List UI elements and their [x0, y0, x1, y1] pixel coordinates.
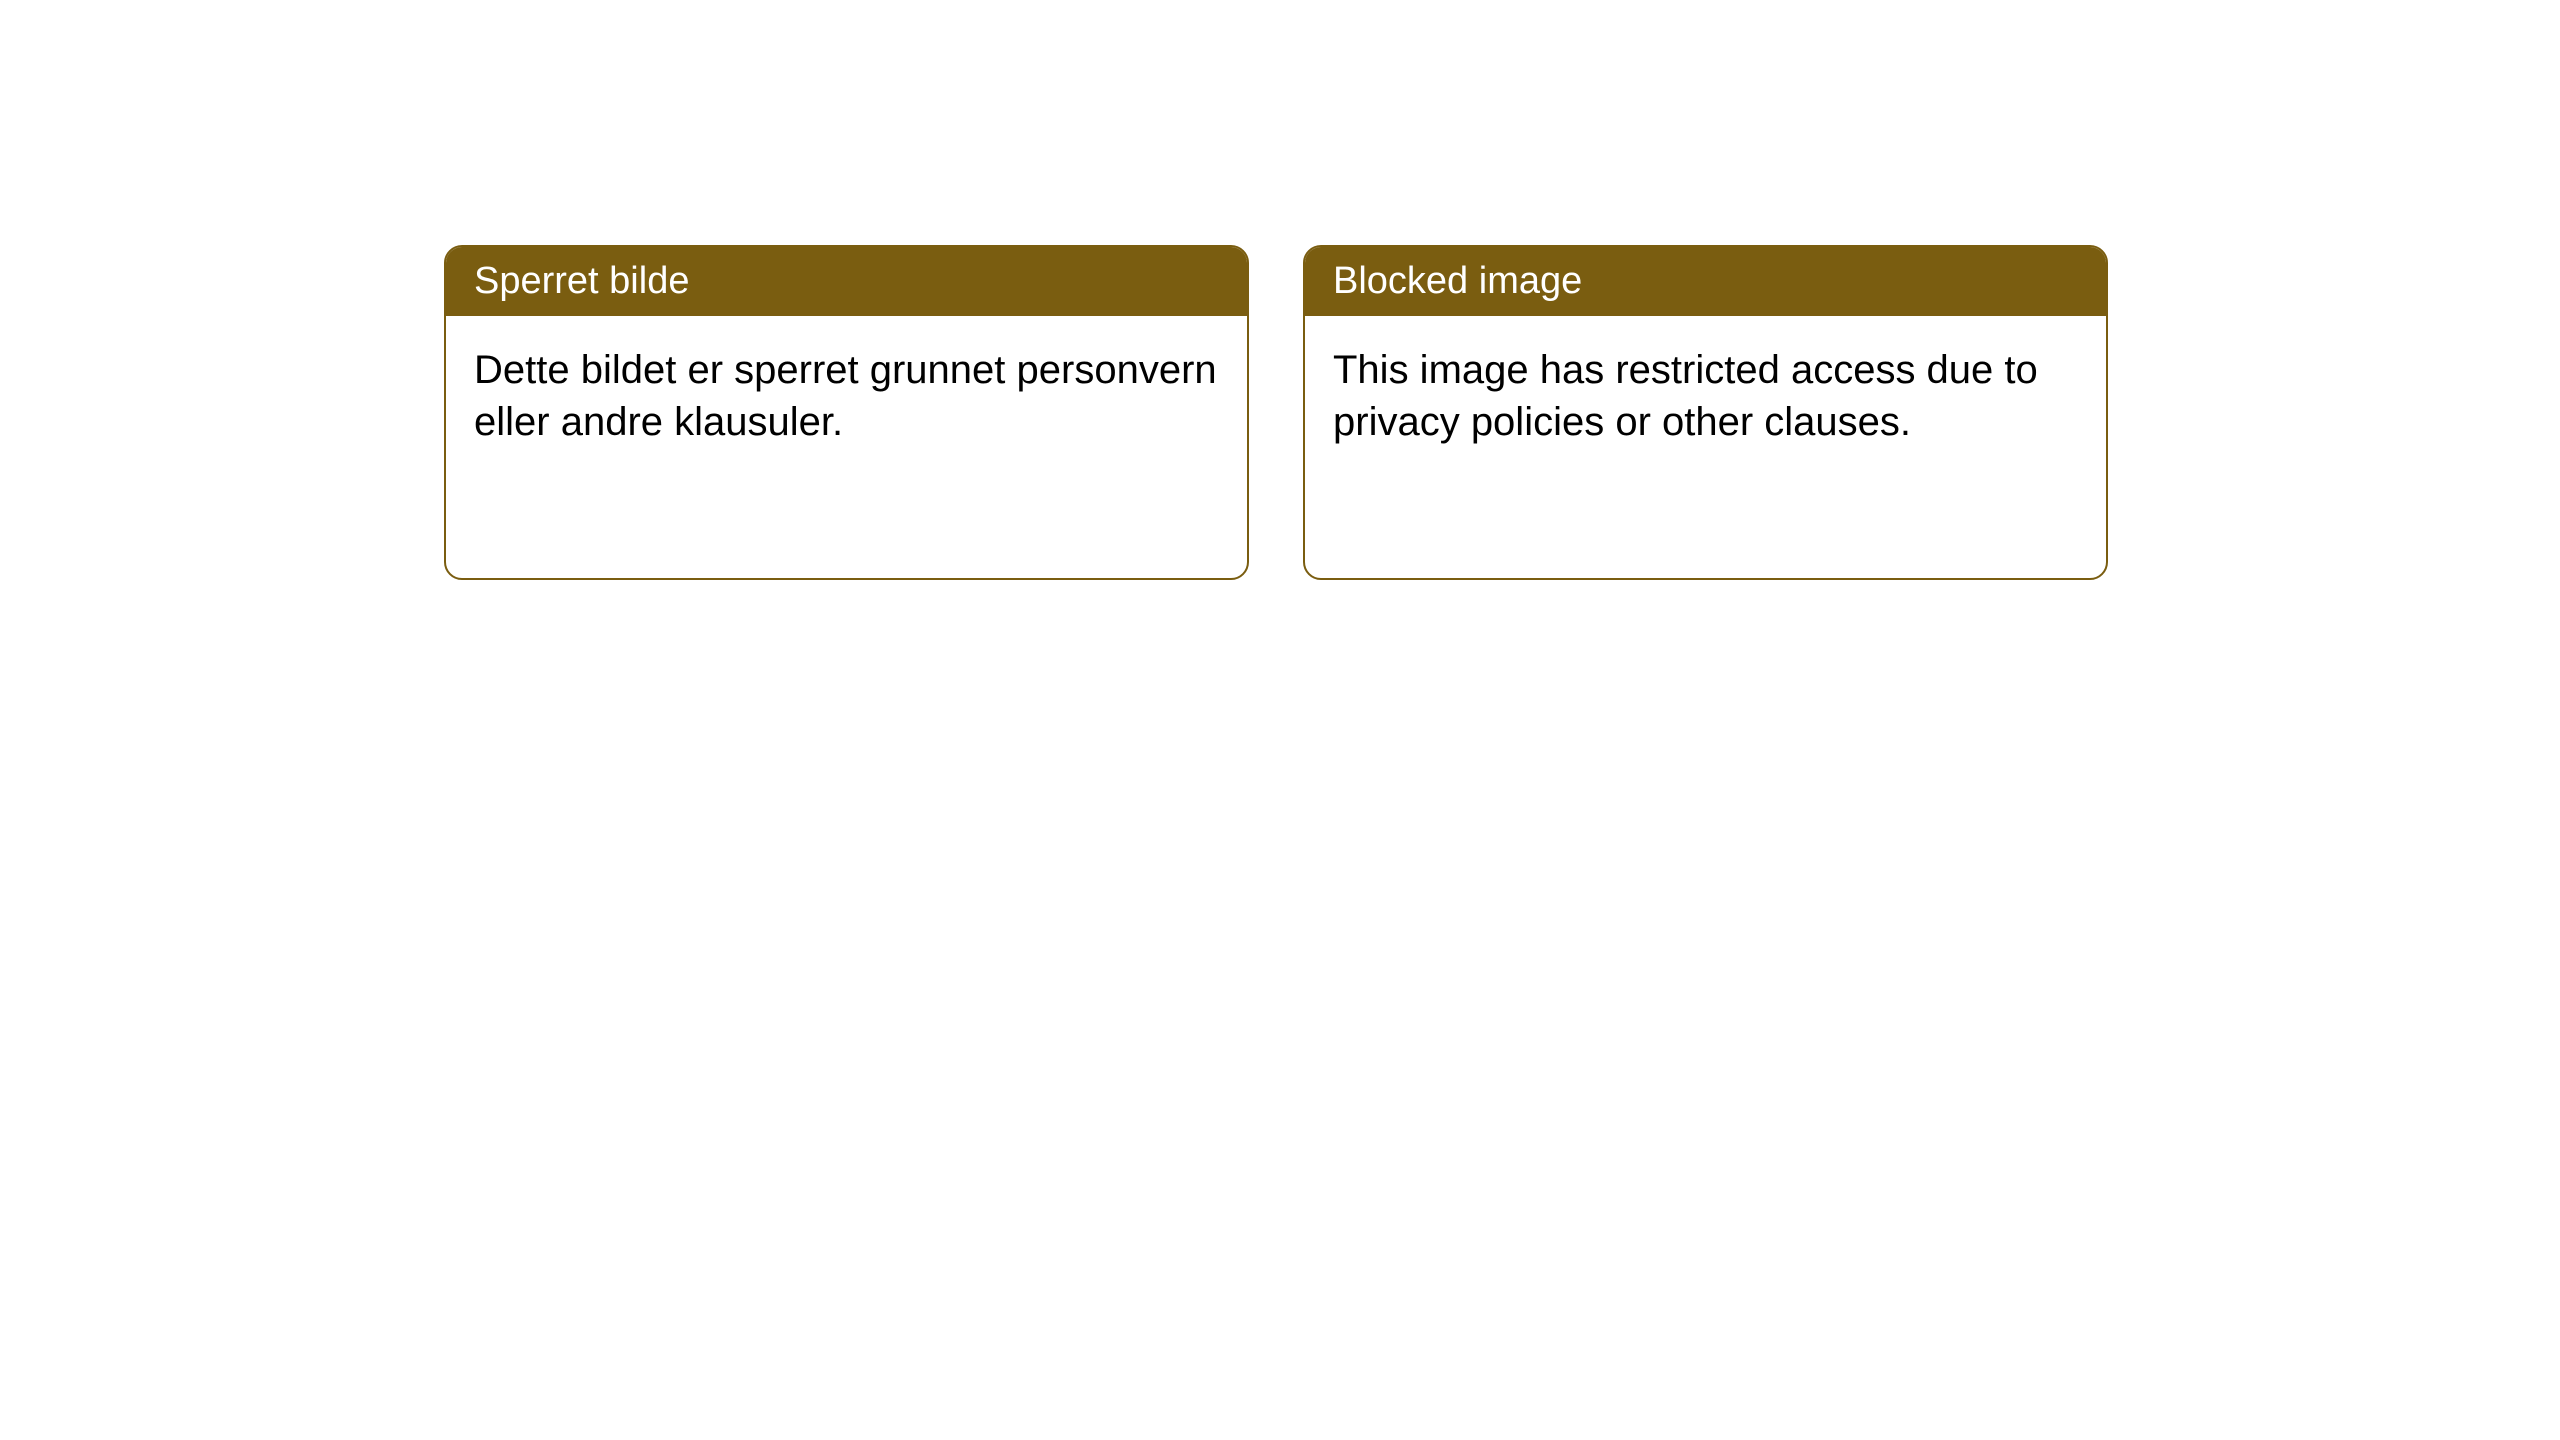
notice-card-body-text: Dette bildet er sperret grunnet personve… — [474, 348, 1217, 444]
notice-card-norwegian: Sperret bilde Dette bildet er sperret gr… — [444, 245, 1249, 580]
notice-card-body: This image has restricted access due to … — [1305, 316, 2106, 476]
notice-card-header: Blocked image — [1305, 247, 2106, 316]
notice-card-body-text: This image has restricted access due to … — [1333, 348, 2038, 444]
notice-card-header-text: Blocked image — [1333, 260, 1582, 302]
notice-card-header: Sperret bilde — [446, 247, 1247, 316]
notice-container: Sperret bilde Dette bildet er sperret gr… — [444, 245, 2108, 580]
notice-card-english: Blocked image This image has restricted … — [1303, 245, 2108, 580]
notice-card-header-text: Sperret bilde — [474, 260, 689, 302]
notice-card-body: Dette bildet er sperret grunnet personve… — [446, 316, 1247, 476]
